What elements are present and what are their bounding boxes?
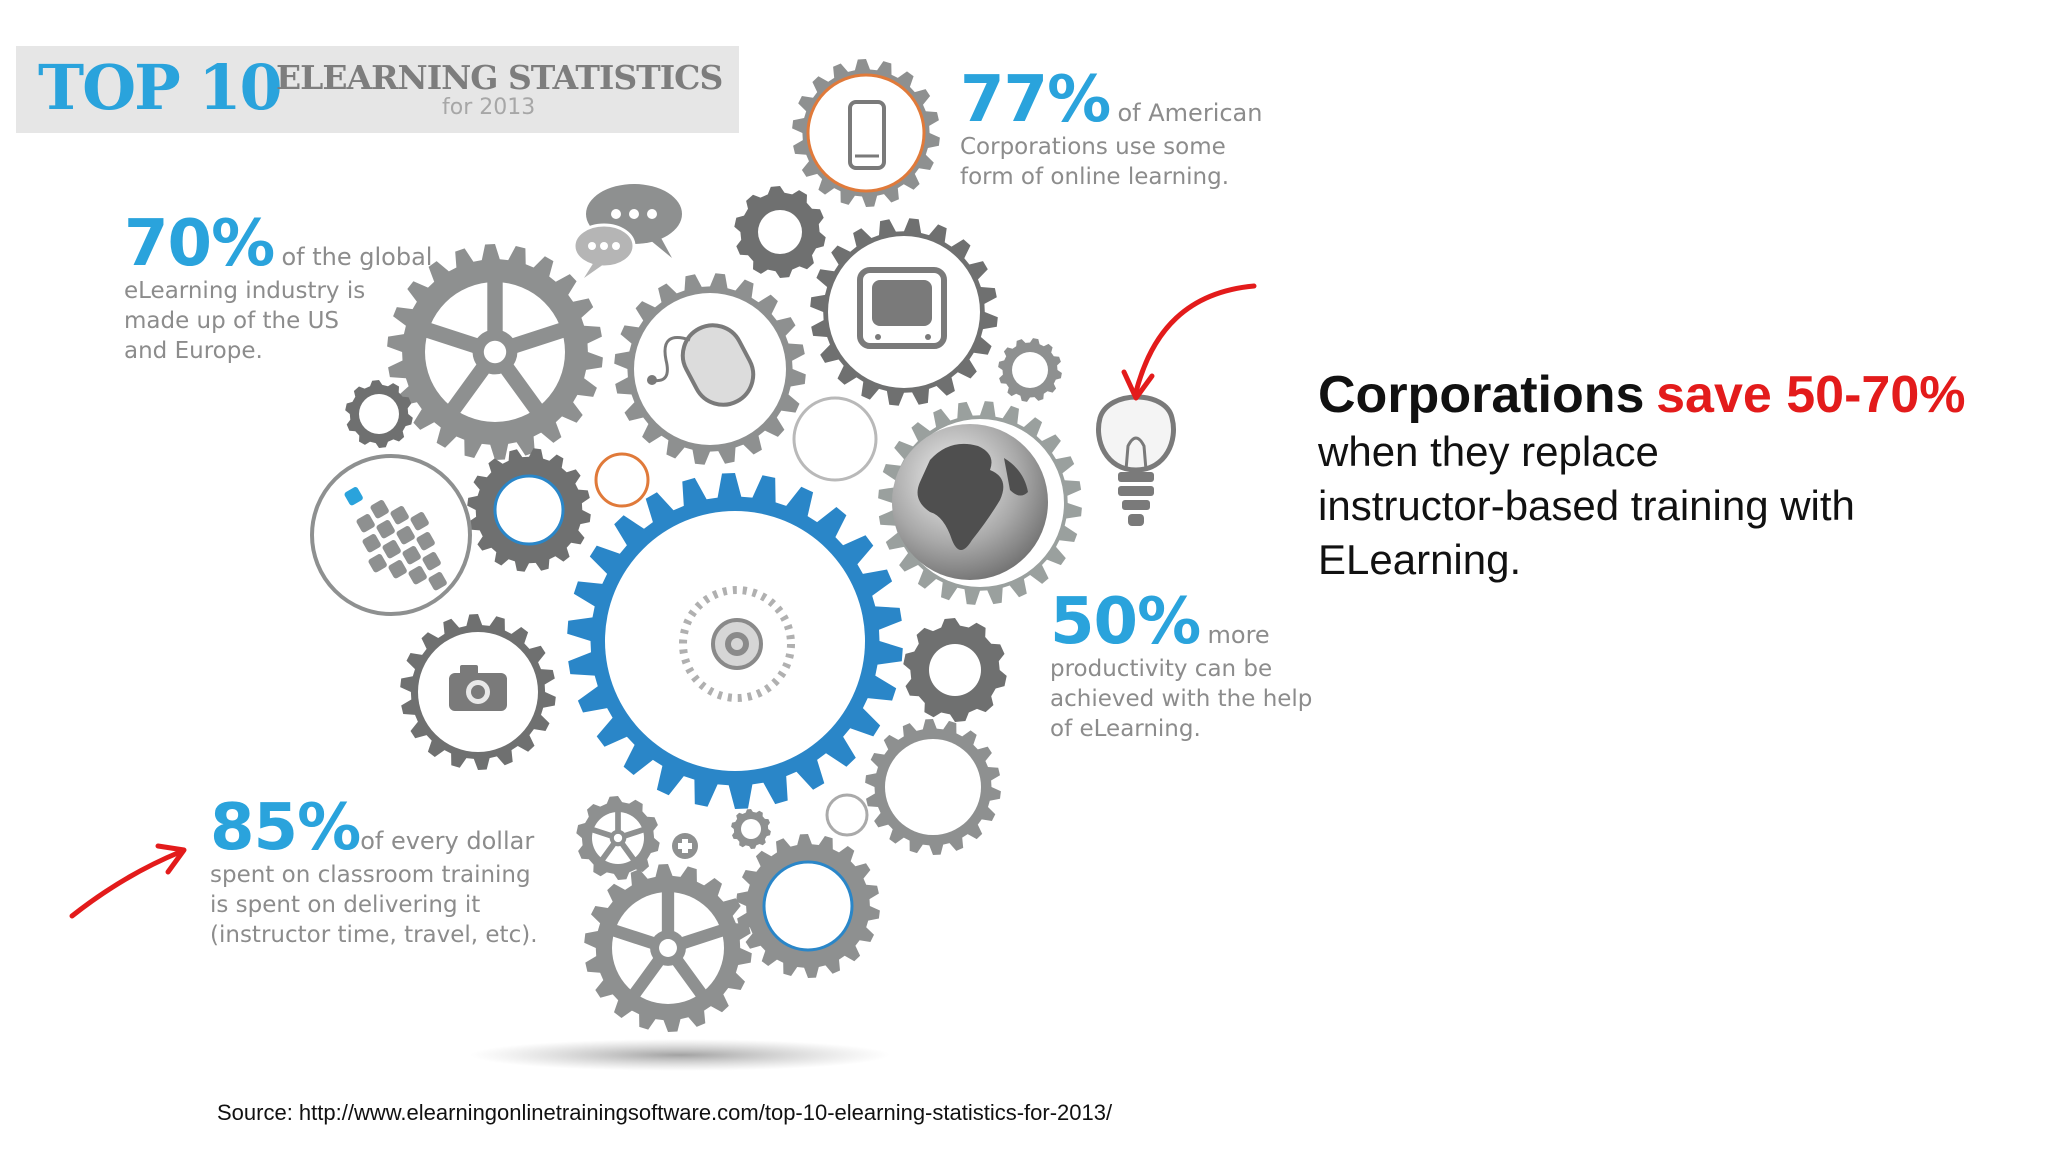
gear [903, 618, 1007, 722]
ring [594, 452, 650, 508]
stat-value: 85% [210, 791, 361, 865]
stat-85: 85%of every dollar spent on classroom tr… [210, 796, 538, 950]
gear [734, 186, 826, 278]
banner-title: ELEARNING STATISTICS [276, 58, 723, 97]
stat-line: productivity can be [1050, 656, 1273, 682]
title-banner: TOP 10 ELEARNING STATISTICS for 2013 [16, 46, 739, 133]
headline-highlight: save 50-70% [1656, 366, 1966, 424]
stat-line: (instructor time, travel, etc). [210, 922, 538, 948]
stat-line: achieved with the help [1050, 686, 1313, 712]
stat-lead: of every dollar [360, 827, 535, 855]
gear [731, 809, 771, 849]
headline-line: instructor-based training with [1318, 482, 1855, 529]
ring [792, 396, 878, 482]
stat-value: 77% [960, 63, 1111, 137]
stat-50: 50% more productivity can be achieved wi… [1050, 590, 1312, 744]
stat-line: Corporations use some [960, 134, 1226, 160]
ground-shadow [470, 1039, 890, 1071]
stat-line: of eLearning. [1050, 716, 1201, 742]
stat-line: form of online learning. [960, 164, 1230, 190]
stat-line: is spent on delivering it [210, 892, 481, 918]
gear [467, 448, 591, 572]
arrow-icon [1121, 283, 1257, 401]
stat-lead: of American [1117, 99, 1263, 127]
stat-value: 50% [1050, 585, 1201, 659]
gear [584, 864, 752, 1032]
keypad-icon [344, 487, 447, 591]
gear [998, 338, 1062, 402]
headline-line: when they replace [1318, 428, 1659, 475]
ring [310, 454, 472, 616]
headline: Corporations save 50-70% when they repla… [1318, 368, 2038, 587]
stat-lead: of the global [281, 243, 433, 271]
headline-line: ELearning. [1318, 536, 1522, 583]
stat-70: 70% of the global eLearning industry is … [124, 212, 432, 366]
stat-line: made up of the US [124, 308, 340, 334]
plus-icon [672, 833, 698, 859]
chat-bubbles-icon [572, 184, 682, 278]
banner-top-text: TOP 10 [38, 51, 283, 124]
lightbulb-icon [1096, 394, 1176, 526]
stat-line: and Europe. [124, 338, 263, 364]
stat-line: eLearning industry is [124, 278, 366, 304]
gear [865, 719, 1001, 855]
stat-value: 70% [124, 207, 275, 281]
arrow-icon [69, 843, 187, 919]
gear [576, 796, 660, 880]
ring [825, 793, 869, 837]
globe-icon [892, 424, 1048, 580]
headline-subject: Corporations [1318, 366, 1645, 424]
stat-line: spent on classroom training [210, 862, 531, 888]
disc-icon [679, 586, 795, 702]
camera-icon [449, 665, 507, 711]
computer-mouse-icon [647, 323, 756, 407]
gear [792, 59, 940, 207]
source-citation: Source: http://www.elearningonlinetraini… [217, 1100, 1113, 1125]
gear [736, 834, 880, 978]
stat-lead: more [1207, 621, 1270, 649]
banner-year: for 2013 [442, 95, 536, 120]
stat-77: 77% of American Corporations use some fo… [960, 68, 1262, 192]
tv-icon [857, 267, 947, 349]
gear [387, 244, 603, 460]
phone-icon [848, 100, 886, 170]
gear [345, 380, 413, 448]
